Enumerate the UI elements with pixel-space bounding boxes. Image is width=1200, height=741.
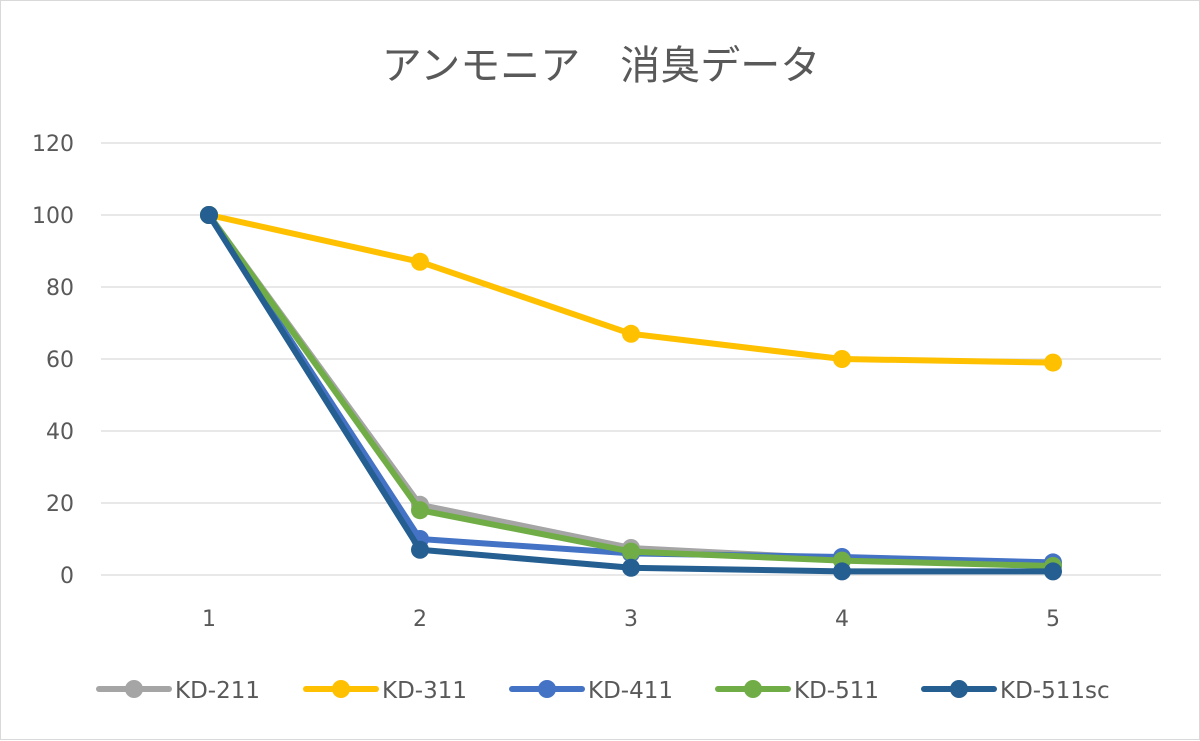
legend-label: KD-311 [382, 678, 467, 704]
legend-item: KD-511sc [921, 678, 1110, 704]
series-KD-511 [200, 206, 1062, 575]
series-KD-411 [200, 206, 1062, 572]
legend-label: KD-511 [794, 678, 879, 704]
y-tick-label: 120 [32, 132, 74, 157]
legend-swatch-marker [744, 680, 762, 698]
data-point [622, 558, 640, 577]
x-tick-label: 4 [835, 607, 849, 632]
legend-label: KD-411 [588, 678, 673, 704]
data-point [622, 542, 640, 561]
data-point [411, 540, 429, 559]
legend-swatch-marker [538, 680, 556, 698]
legend-label: KD-511sc [1000, 678, 1110, 704]
legend-swatch-marker [125, 680, 143, 698]
legend-item: KD-511 [715, 678, 879, 704]
legend-item: KD-311 [303, 678, 467, 704]
data-point [1044, 562, 1062, 581]
data-point [1044, 353, 1062, 372]
data-point [622, 324, 640, 343]
y-tick-label: 0 [60, 564, 74, 589]
x-axis-tick-labels: 1 2 3 4 5 [202, 607, 1060, 632]
legend-swatch-marker [332, 680, 350, 698]
x-tick-label: 3 [624, 607, 638, 632]
gridlines [101, 142, 1161, 576]
y-tick-label: 100 [32, 204, 74, 229]
series-KD-211 [200, 206, 1062, 575]
legend-label: KD-211 [175, 678, 260, 704]
x-tick-label: 2 [413, 607, 427, 632]
legend-item: KD-211 [96, 678, 260, 704]
y-axis-tick-labels: 0 20 40 60 80 100 120 [32, 132, 74, 589]
data-point [411, 252, 429, 271]
series-KD-311 [200, 206, 1062, 372]
chart-title: アンモニア 消臭データ [382, 43, 820, 89]
data-point [411, 501, 429, 520]
series-line [206, 212, 1056, 569]
legend-item: KD-411 [509, 678, 673, 704]
y-tick-label: 20 [46, 492, 74, 517]
x-tick-label: 1 [202, 607, 216, 632]
x-tick-label: 5 [1046, 607, 1060, 632]
data-point [200, 206, 218, 224]
legend-swatch-marker [950, 680, 968, 698]
series-KD-511sc [200, 206, 1062, 581]
data-point [833, 562, 851, 581]
legend: KD-211 KD-311 KD-411 KD-511 KD-511sc [96, 678, 1110, 704]
data-point [833, 350, 851, 368]
series-lines [200, 206, 1062, 581]
y-tick-label: 80 [46, 276, 74, 301]
y-tick-label: 40 [46, 420, 74, 445]
y-tick-label: 60 [46, 348, 74, 373]
